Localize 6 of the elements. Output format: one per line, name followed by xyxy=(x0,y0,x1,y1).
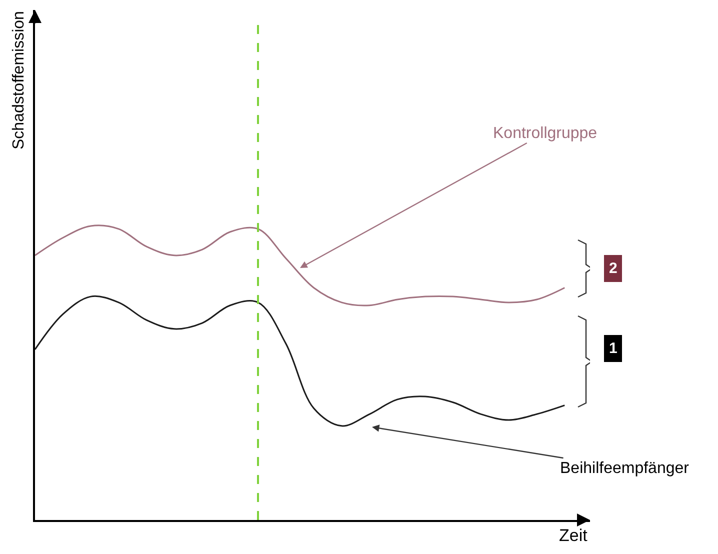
text: Kontrollgruppe xyxy=(493,125,598,142)
text: 1 xyxy=(609,340,618,357)
annotation: Beihilfeempfänger xyxy=(560,460,690,477)
x-axis-title: Zeit xyxy=(559,526,588,545)
y-axis-title: Schadstoffemission xyxy=(10,11,28,150)
text: 2 xyxy=(609,260,618,277)
